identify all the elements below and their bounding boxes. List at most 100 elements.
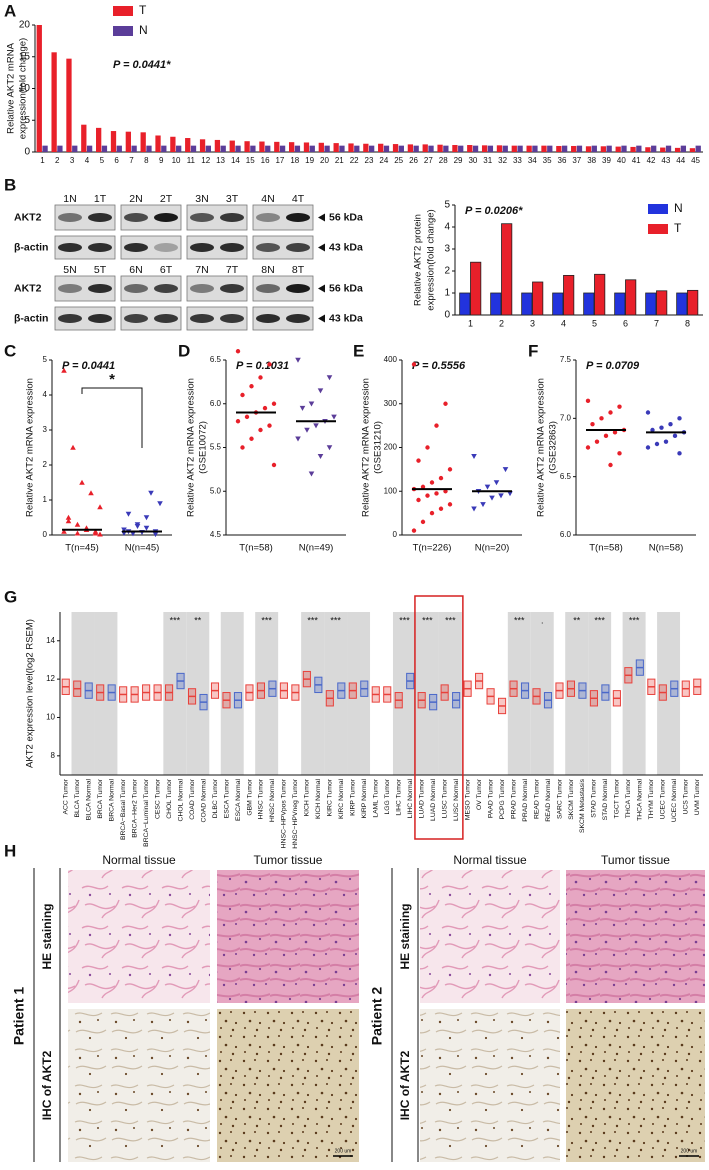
- point: [416, 458, 421, 463]
- significance: ***: [399, 615, 410, 625]
- bar: [576, 145, 583, 152]
- bar: [176, 145, 182, 152]
- bar: [66, 58, 72, 152]
- x-tick-label: KIRC Normal: [338, 779, 345, 820]
- x-tick-label: 5: [592, 318, 597, 328]
- x-tick-label: 1: [468, 318, 473, 328]
- row-label: IHC of AKT2: [398, 1050, 412, 1120]
- point: [447, 467, 453, 472]
- y-tick-label: 300: [384, 399, 398, 408]
- x-tick-label: 31: [483, 156, 492, 165]
- point: [443, 489, 448, 494]
- point: [411, 528, 417, 533]
- band: [154, 243, 178, 252]
- bar: [452, 145, 458, 152]
- scale-bar-label: 200 um: [681, 1148, 698, 1154]
- x-tick-label: LUAD Normal: [430, 779, 437, 821]
- tissue-image: [420, 870, 560, 1003]
- bar: [532, 145, 538, 152]
- bar: [583, 292, 595, 316]
- shade: [347, 612, 371, 775]
- point: [645, 410, 651, 415]
- x-tick-label: LIHC Normal: [407, 779, 414, 819]
- band: [190, 243, 214, 252]
- band: [58, 314, 82, 323]
- bar: [363, 143, 369, 152]
- x-tick-label: 17: [275, 156, 284, 165]
- bar: [309, 145, 315, 152]
- y-tick-label: 6.5: [560, 472, 572, 481]
- lane-label: 3N: [195, 193, 208, 205]
- x-tick-label: SARC Tumor: [556, 778, 563, 819]
- y-tick-label: 10: [19, 83, 31, 94]
- bar: [660, 147, 666, 152]
- x-tick-label: THCA Normal: [637, 779, 644, 821]
- significance: ***: [422, 615, 433, 625]
- bar: [131, 145, 137, 152]
- point: [438, 506, 444, 511]
- point: [235, 349, 241, 354]
- y-tick-label: 7.0: [560, 413, 572, 422]
- band: [286, 284, 310, 293]
- bar: [110, 131, 117, 152]
- significance-bracket: [81, 387, 143, 448]
- bar: [621, 145, 627, 152]
- y-tick-label: 4: [444, 222, 450, 233]
- tissue-image: [566, 1009, 705, 1162]
- bar: [636, 145, 642, 152]
- x-tick-label: N(n=20): [475, 543, 510, 554]
- y-axis-label: Relative AKT2 mRNA expression: [186, 378, 197, 517]
- point: [326, 375, 333, 381]
- x-tick-label: 4: [85, 156, 90, 165]
- x-tick-label: 38: [587, 156, 596, 165]
- bar: [339, 145, 345, 152]
- point: [267, 423, 272, 428]
- blot-panel: [252, 235, 314, 260]
- bar: [185, 138, 191, 152]
- x-tick-label: 22: [350, 156, 359, 165]
- x-tick-label: STAD Tumor: [591, 778, 598, 818]
- bar: [594, 273, 606, 316]
- x-tick-label: 9: [159, 156, 164, 165]
- bar: [656, 290, 668, 316]
- x-tick-label: 6: [114, 156, 119, 165]
- panel-letter: F: [528, 341, 538, 360]
- x-tick-label: CESC Tumor: [154, 778, 161, 819]
- x-tick-label: ESCA Tumor: [223, 778, 230, 818]
- bar: [458, 145, 464, 152]
- y-axis-label: Relative AKT2 mRNA expression: [25, 378, 36, 517]
- x-tick-label: BRCA−Luminal Tumor: [143, 778, 150, 847]
- x-tick-label: KICH Tumor: [304, 778, 311, 816]
- point: [411, 362, 417, 367]
- legend-label: N: [674, 201, 683, 215]
- bar: [472, 145, 479, 152]
- lane-label: 4T: [292, 193, 305, 205]
- point: [447, 502, 453, 507]
- bar: [615, 146, 621, 152]
- point: [295, 357, 301, 363]
- x-tick-label: 21: [335, 156, 344, 165]
- y-tick-label: 0: [24, 147, 30, 158]
- x-tick-label: ESCA Normal: [235, 779, 242, 821]
- lane-label: 5N: [63, 264, 76, 276]
- y-tick-label: 4: [43, 390, 48, 399]
- point: [599, 416, 604, 421]
- y-axis-label: Relative AKT2 mRNA expression: [361, 378, 372, 517]
- point: [157, 501, 163, 507]
- bar: [547, 145, 553, 152]
- band: [154, 314, 178, 323]
- bar: [501, 223, 513, 316]
- bar: [645, 147, 651, 152]
- point: [271, 401, 277, 406]
- bar: [502, 145, 508, 152]
- bar: [155, 135, 161, 152]
- x-tick-label: 1: [40, 156, 45, 165]
- x-tick-label: 25: [394, 156, 403, 165]
- y-tick-label: 0: [43, 530, 48, 539]
- protein-label: AKT2: [14, 282, 42, 294]
- point: [645, 445, 651, 450]
- lane-label: 6T: [160, 264, 173, 276]
- x-tick-label: UCEC Normal: [671, 779, 678, 823]
- bar: [428, 145, 434, 152]
- p-value: P = 0.0441: [62, 360, 115, 372]
